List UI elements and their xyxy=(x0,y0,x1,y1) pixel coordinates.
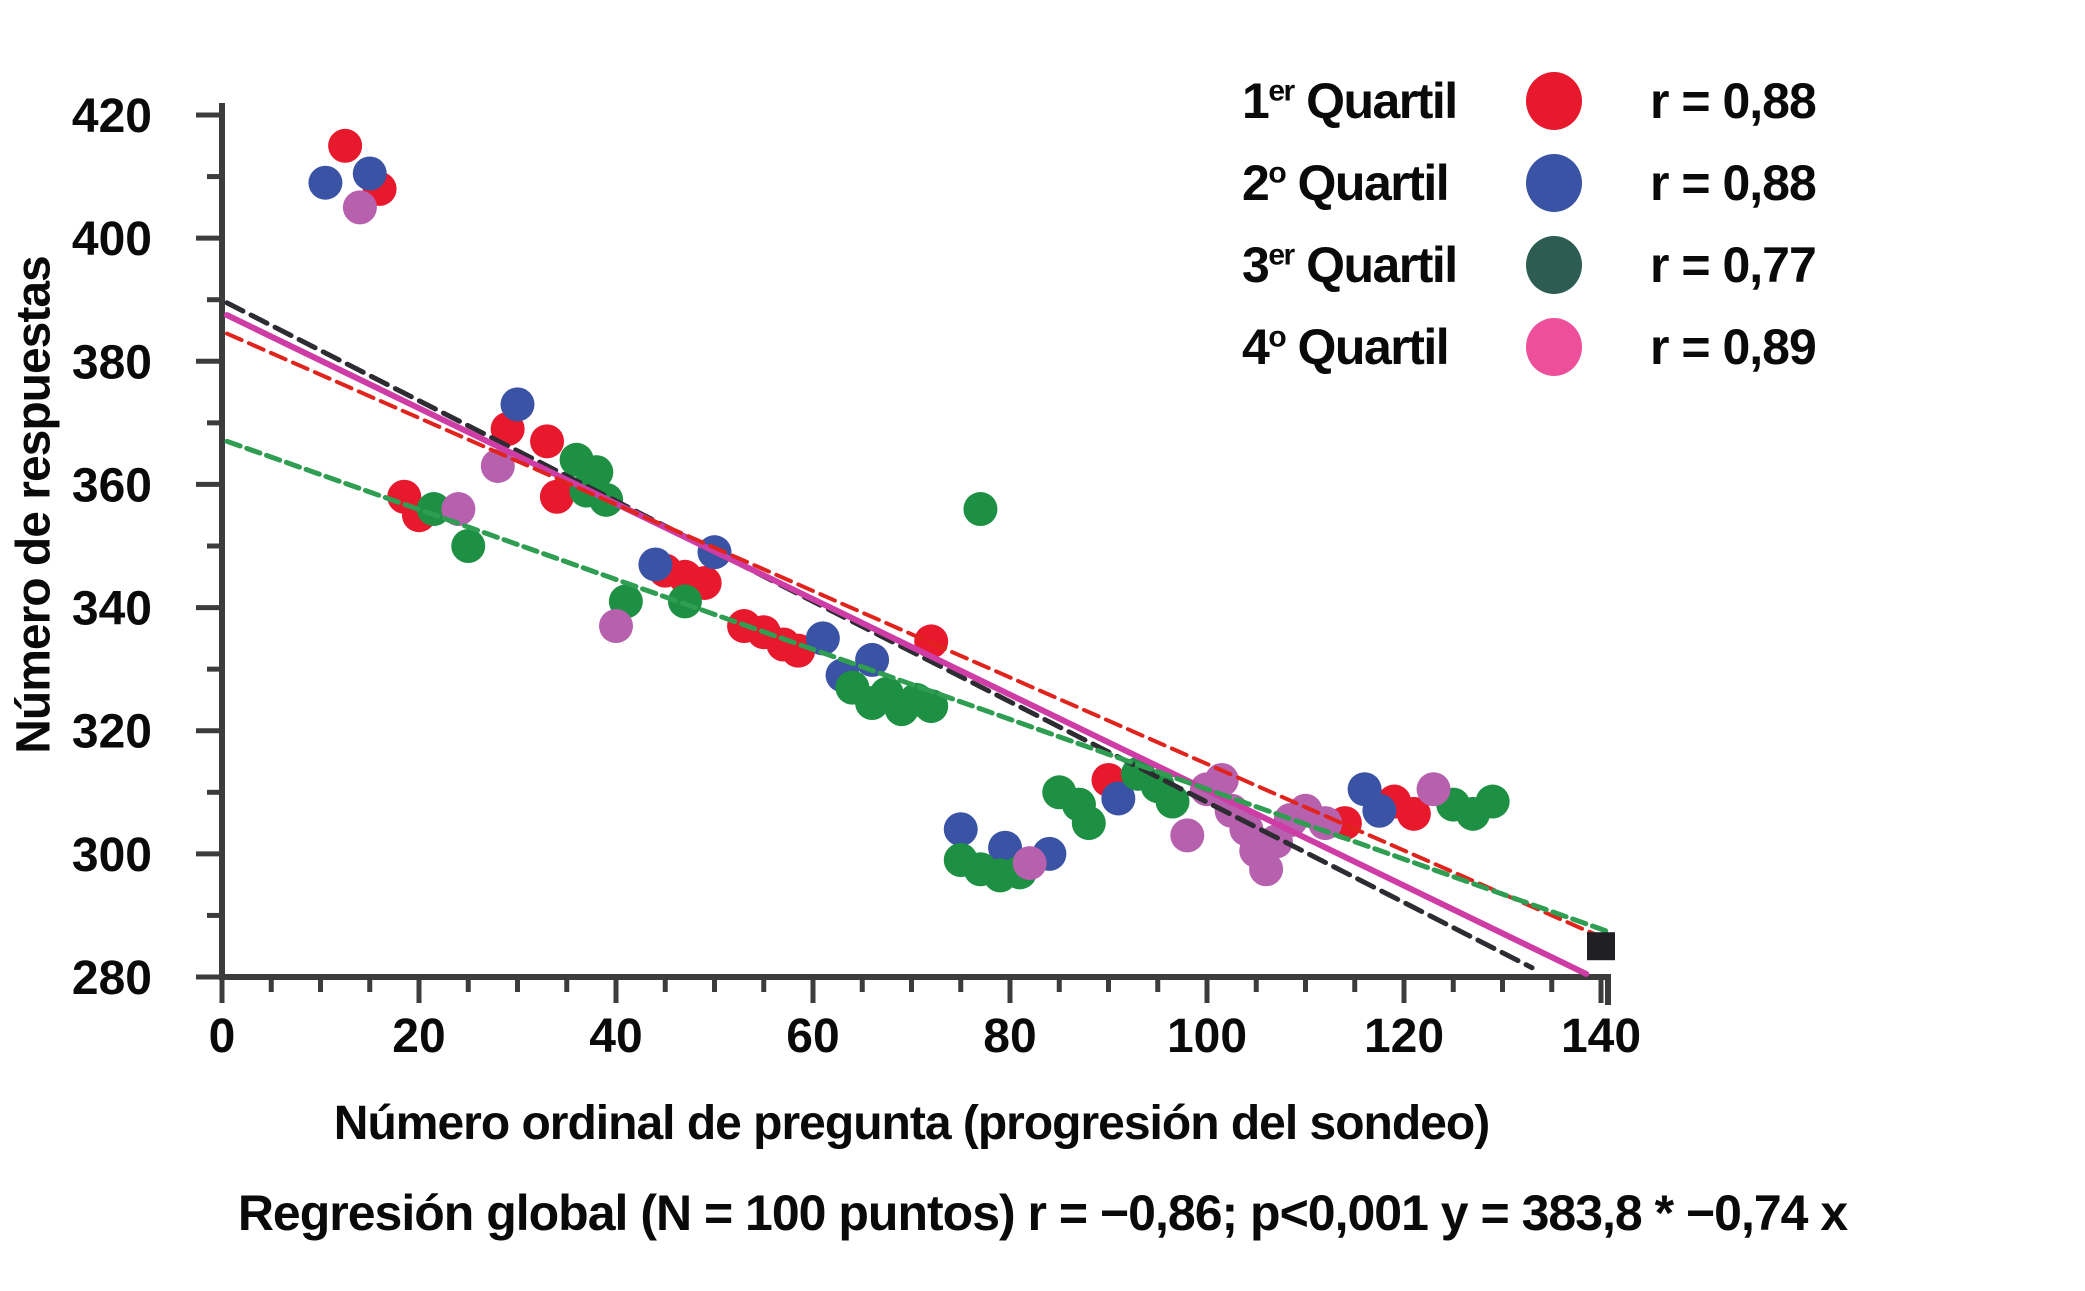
regression-line xyxy=(224,300,1535,971)
x-axis-title: Número ordinal de pregunta (progresión d… xyxy=(333,1097,1490,1150)
legend-item: 2o Quartil r = 0,88 xyxy=(1242,142,1862,224)
y-tick-label: 420 xyxy=(72,90,152,143)
x-tick-label: 40 xyxy=(589,1010,642,1063)
scatter-point-q3 xyxy=(914,689,949,724)
scatter-point-q1 xyxy=(1396,796,1431,831)
scatter-point-q2 xyxy=(500,387,535,422)
x-tick-label: 20 xyxy=(392,1010,445,1063)
scatter-point-q4 xyxy=(1308,806,1343,841)
legend-label-sup: o xyxy=(1268,156,1286,190)
y-tick-label: 320 xyxy=(72,706,152,759)
legend-swatch-box xyxy=(1494,318,1614,376)
x-tick-label: 100 xyxy=(1167,1010,1247,1063)
global-regression-caption: Regresión global (N = 100 puntos) r = −0… xyxy=(237,1185,1848,1241)
legend-r-value: r = 0,89 xyxy=(1650,319,1817,375)
axis-frame xyxy=(219,103,1611,1005)
legend: 1er Quartil r = 0,88 2o Quartil r = 0,88… xyxy=(1242,60,1862,388)
legend-item: 4o Quartil r = 0,89 xyxy=(1242,306,1862,388)
legend-swatch-box xyxy=(1494,236,1614,294)
scatter-point-q2 xyxy=(308,165,343,200)
legend-label: 4o Quartil xyxy=(1242,318,1494,376)
scatter-point-q3 xyxy=(1155,784,1190,819)
scatter-point-q4 xyxy=(342,190,377,225)
legend-r-value: r = 0,88 xyxy=(1650,155,1817,211)
legend-label-rest: Quartil xyxy=(1285,155,1450,211)
scatter-point-q3 xyxy=(451,529,486,563)
legend-label-num: 3 xyxy=(1242,237,1270,293)
scatter-point-q2 xyxy=(988,830,1023,865)
scatter-point-q2 xyxy=(1101,781,1136,816)
legend-swatch xyxy=(1526,154,1582,212)
legend-label-sup: er xyxy=(1268,74,1295,108)
legend-label-sup: er xyxy=(1268,238,1295,272)
y-tick-label: 400 xyxy=(72,213,152,266)
legend-label: 2o Quartil xyxy=(1242,154,1494,212)
scatter-point-q3 xyxy=(416,492,451,527)
legend-swatch xyxy=(1526,318,1582,376)
legend-swatch xyxy=(1526,236,1582,294)
legend-r-value: r = 0,77 xyxy=(1650,237,1817,293)
x-tick-label: 80 xyxy=(983,1010,1036,1063)
legend-item: 1er Quartil r = 0,88 xyxy=(1242,60,1862,142)
scatter-point-q1 xyxy=(328,128,363,163)
scatter-point-q4 xyxy=(1416,772,1451,807)
legend-swatch-box xyxy=(1494,154,1614,212)
legend-label-rest: Quartil xyxy=(1293,73,1458,129)
scatter-point-q1 xyxy=(530,424,565,459)
legend-label-rest: Quartil xyxy=(1293,237,1458,293)
scatter-point-q3 xyxy=(963,492,998,527)
legend-swatch-box xyxy=(1494,72,1614,130)
scatter-point-q2 xyxy=(352,156,387,191)
y-tick-label: 280 xyxy=(72,952,152,1005)
scatter-point-q4 xyxy=(599,609,633,644)
legend-label: 1er Quartil xyxy=(1242,72,1494,130)
legend-label-sup: o xyxy=(1268,320,1286,354)
x-tick-label: 120 xyxy=(1364,1010,1444,1063)
scatter-point-q4 xyxy=(1170,818,1205,853)
scatter-point-q4 xyxy=(1012,846,1047,881)
y-tick-label: 380 xyxy=(72,336,152,389)
scatter-point-q4 xyxy=(441,492,476,527)
legend-label-num: 1 xyxy=(1242,73,1270,129)
legend-label-num: 4 xyxy=(1242,319,1270,375)
y-tick-label: 300 xyxy=(72,829,152,882)
scatter-point-q3 xyxy=(1071,806,1106,841)
scatter-point-q2 xyxy=(638,547,673,582)
scatter-point-q3 xyxy=(1475,784,1510,819)
regression-line xyxy=(223,312,1590,977)
scatter-point-q2 xyxy=(943,812,978,847)
scatter-point-q2 xyxy=(1362,793,1397,828)
regression-line xyxy=(224,331,1603,939)
scatter-point-q4 xyxy=(1204,762,1239,797)
y-tick-label: 340 xyxy=(72,583,152,636)
x-tick-label: 0 xyxy=(209,1010,236,1063)
regression-line xyxy=(224,438,1609,934)
legend-label-rest: Quartil xyxy=(1285,319,1450,375)
legend-swatch xyxy=(1526,72,1582,130)
scatter-point-q2 xyxy=(805,621,840,656)
x-tick-label: 60 xyxy=(786,1010,839,1063)
scatter-point-q3 xyxy=(579,455,614,490)
legend-r-value: r = 0,88 xyxy=(1650,73,1817,129)
scatter-point-q1 xyxy=(539,479,574,514)
x-tick-label: 140 xyxy=(1561,1010,1641,1063)
legend-item: 3er Quartil r = 0,77 xyxy=(1242,224,1862,306)
legend-label-num: 2 xyxy=(1242,155,1270,211)
y-tick-label: 360 xyxy=(72,459,152,512)
end-marker-square xyxy=(1587,932,1615,961)
legend-label: 3er Quartil xyxy=(1242,236,1494,294)
scatter-point-q4 xyxy=(1249,852,1284,887)
